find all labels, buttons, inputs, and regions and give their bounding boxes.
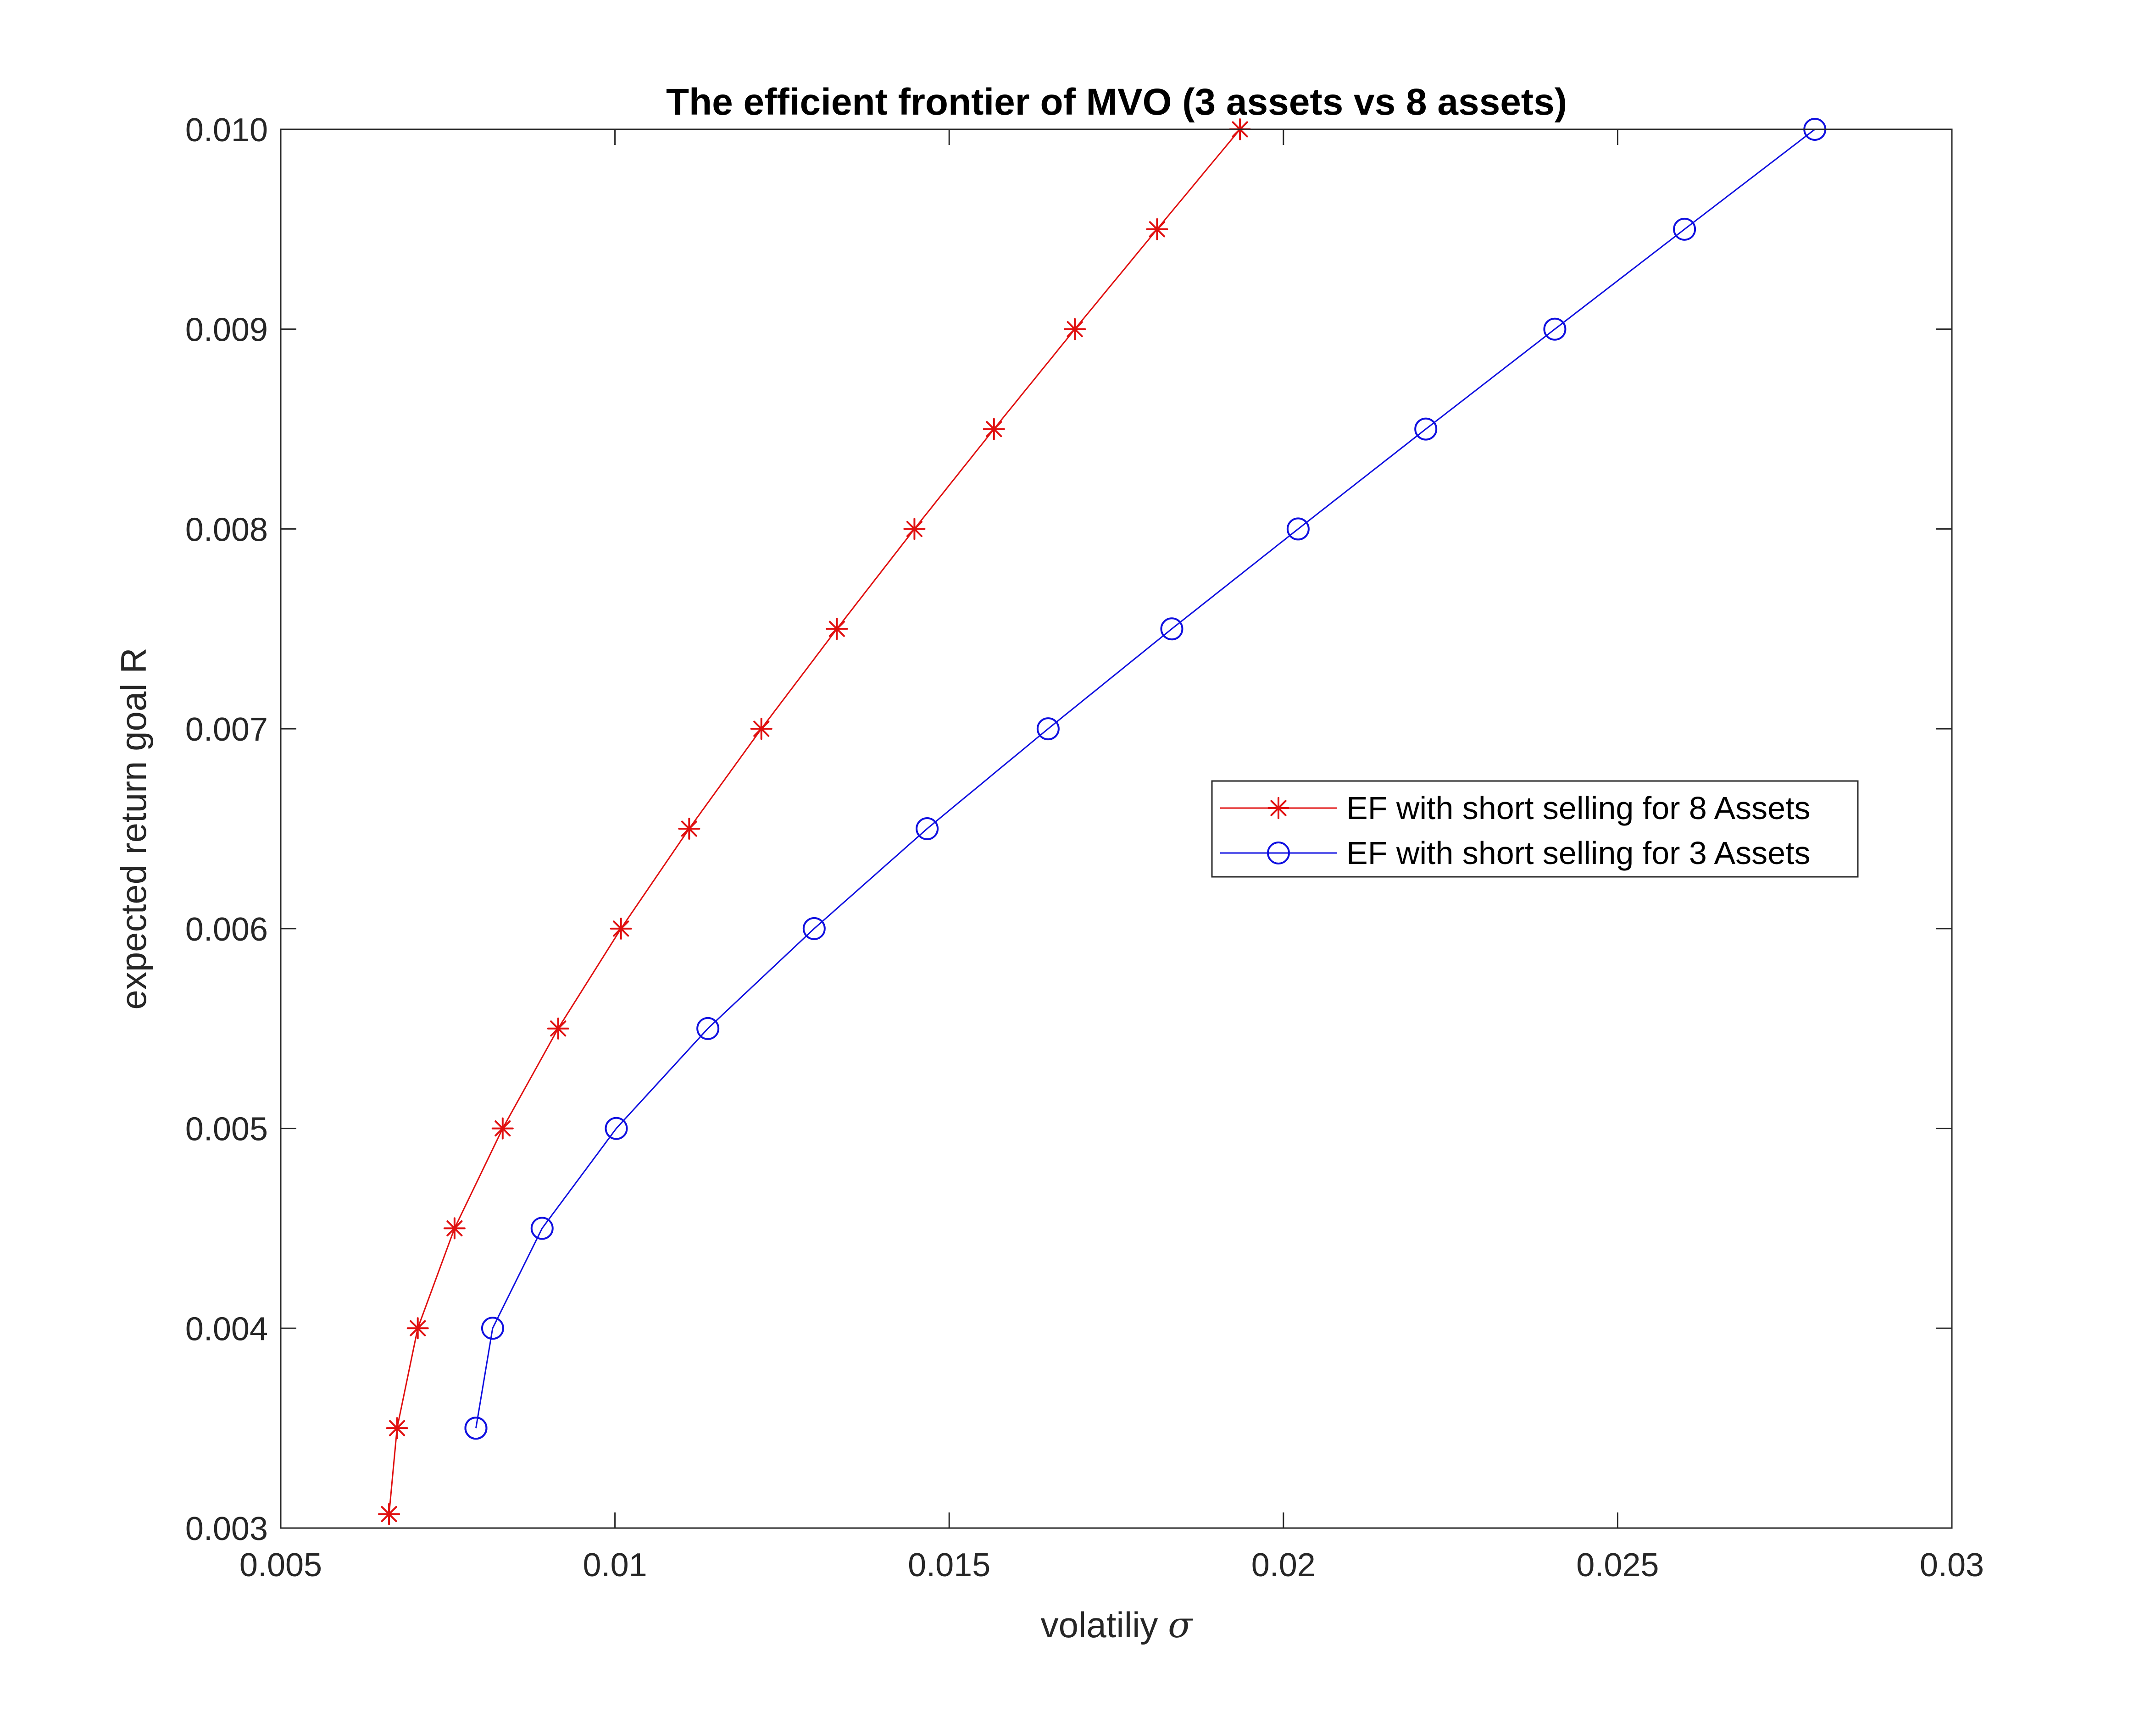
y-tick-label-2: 0.005 bbox=[185, 1111, 268, 1148]
y-tick-label-3: 0.006 bbox=[185, 911, 268, 948]
series-1-point-2 bbox=[481, 1317, 504, 1340]
series-0-point-1 bbox=[386, 1417, 408, 1440]
series-0-point-6 bbox=[610, 917, 632, 940]
series-line-1 bbox=[475, 128, 1816, 1429]
series-1-point-12 bbox=[1543, 317, 1567, 341]
x-tick-label-1: 0.01 bbox=[583, 1547, 647, 1584]
legend-marker-symbol-0 bbox=[1267, 797, 1289, 819]
series-1-point-9 bbox=[1160, 617, 1184, 641]
legend-box bbox=[1211, 780, 1859, 878]
legend-marker-symbol-1 bbox=[1267, 842, 1290, 864]
y-tick-label-7: 0.010 bbox=[185, 112, 268, 149]
y-tick-label-1: 0.004 bbox=[185, 1311, 268, 1347]
series-0-point-8 bbox=[750, 718, 772, 740]
series-1-point-3 bbox=[530, 1217, 554, 1240]
series-0-point-4 bbox=[491, 1117, 514, 1140]
y-tick-label-0: 0.003 bbox=[185, 1511, 268, 1547]
legend-label-3-assets: EF with short selling for 3 Assets bbox=[1346, 835, 1811, 871]
y-tick-label-6: 0.009 bbox=[185, 312, 268, 349]
series-1-point-11 bbox=[1414, 417, 1438, 441]
chart-title: The efficient frontier of MVO (3 assets … bbox=[666, 81, 1567, 123]
series-1-point-6 bbox=[802, 917, 826, 940]
series-0-point-0 bbox=[378, 1503, 400, 1525]
legend-marker-8-assets bbox=[1267, 797, 1289, 819]
x-tick-label-0: 0.005 bbox=[239, 1547, 322, 1584]
legend-label-8-assets: EF with short selling for 8 Assets bbox=[1346, 790, 1811, 826]
series-0-point-10 bbox=[903, 518, 926, 540]
series-0-point-2 bbox=[406, 1317, 429, 1340]
y-tick-label-5: 0.008 bbox=[185, 511, 268, 548]
x-axis-label-symbol: σ bbox=[1168, 1605, 1193, 1646]
series-1-point-5 bbox=[696, 1017, 720, 1040]
axes-box bbox=[280, 128, 1953, 1529]
x-tick-label-2: 0.015 bbox=[908, 1547, 990, 1584]
y-tick-label-4: 0.007 bbox=[185, 711, 268, 748]
series-1-point-4 bbox=[605, 1117, 628, 1140]
series-0-point-9 bbox=[826, 618, 848, 640]
series-1-point-1 bbox=[464, 1417, 488, 1440]
x-tick-label-4: 0.025 bbox=[1576, 1547, 1659, 1584]
legend: EF with short selling for 8 Assets EF wi… bbox=[1211, 780, 1859, 878]
series-0-point-13 bbox=[1146, 218, 1168, 240]
series-1-point-7 bbox=[916, 817, 939, 840]
series-0-point-3 bbox=[443, 1217, 466, 1240]
x-tick-label-5: 0.03 bbox=[1920, 1547, 1984, 1584]
x-axis-label-text: volatiliy bbox=[1041, 1605, 1158, 1645]
x-axis-label: volatiliy σ bbox=[1041, 1605, 1193, 1646]
series-0-point-7 bbox=[678, 818, 700, 840]
legend-marker-3-assets bbox=[1267, 842, 1290, 864]
series-1-point-10 bbox=[1286, 517, 1310, 541]
series-1-point-8 bbox=[1036, 717, 1060, 741]
y-axis-label: expected return goal R bbox=[113, 648, 154, 1009]
series-1-point-13 bbox=[1673, 217, 1696, 241]
series-layer bbox=[378, 118, 1827, 1525]
axes-layer: 0.005 0.01 0.015 0.02 0.025 0.03 0.003 0.004 0.0… bbox=[185, 112, 1984, 1584]
series-0-point-12 bbox=[1064, 318, 1086, 340]
x-tick-label-3: 0.02 bbox=[1251, 1547, 1316, 1584]
series-0-point-11 bbox=[983, 418, 1005, 440]
series-0-point-5 bbox=[547, 1017, 569, 1040]
